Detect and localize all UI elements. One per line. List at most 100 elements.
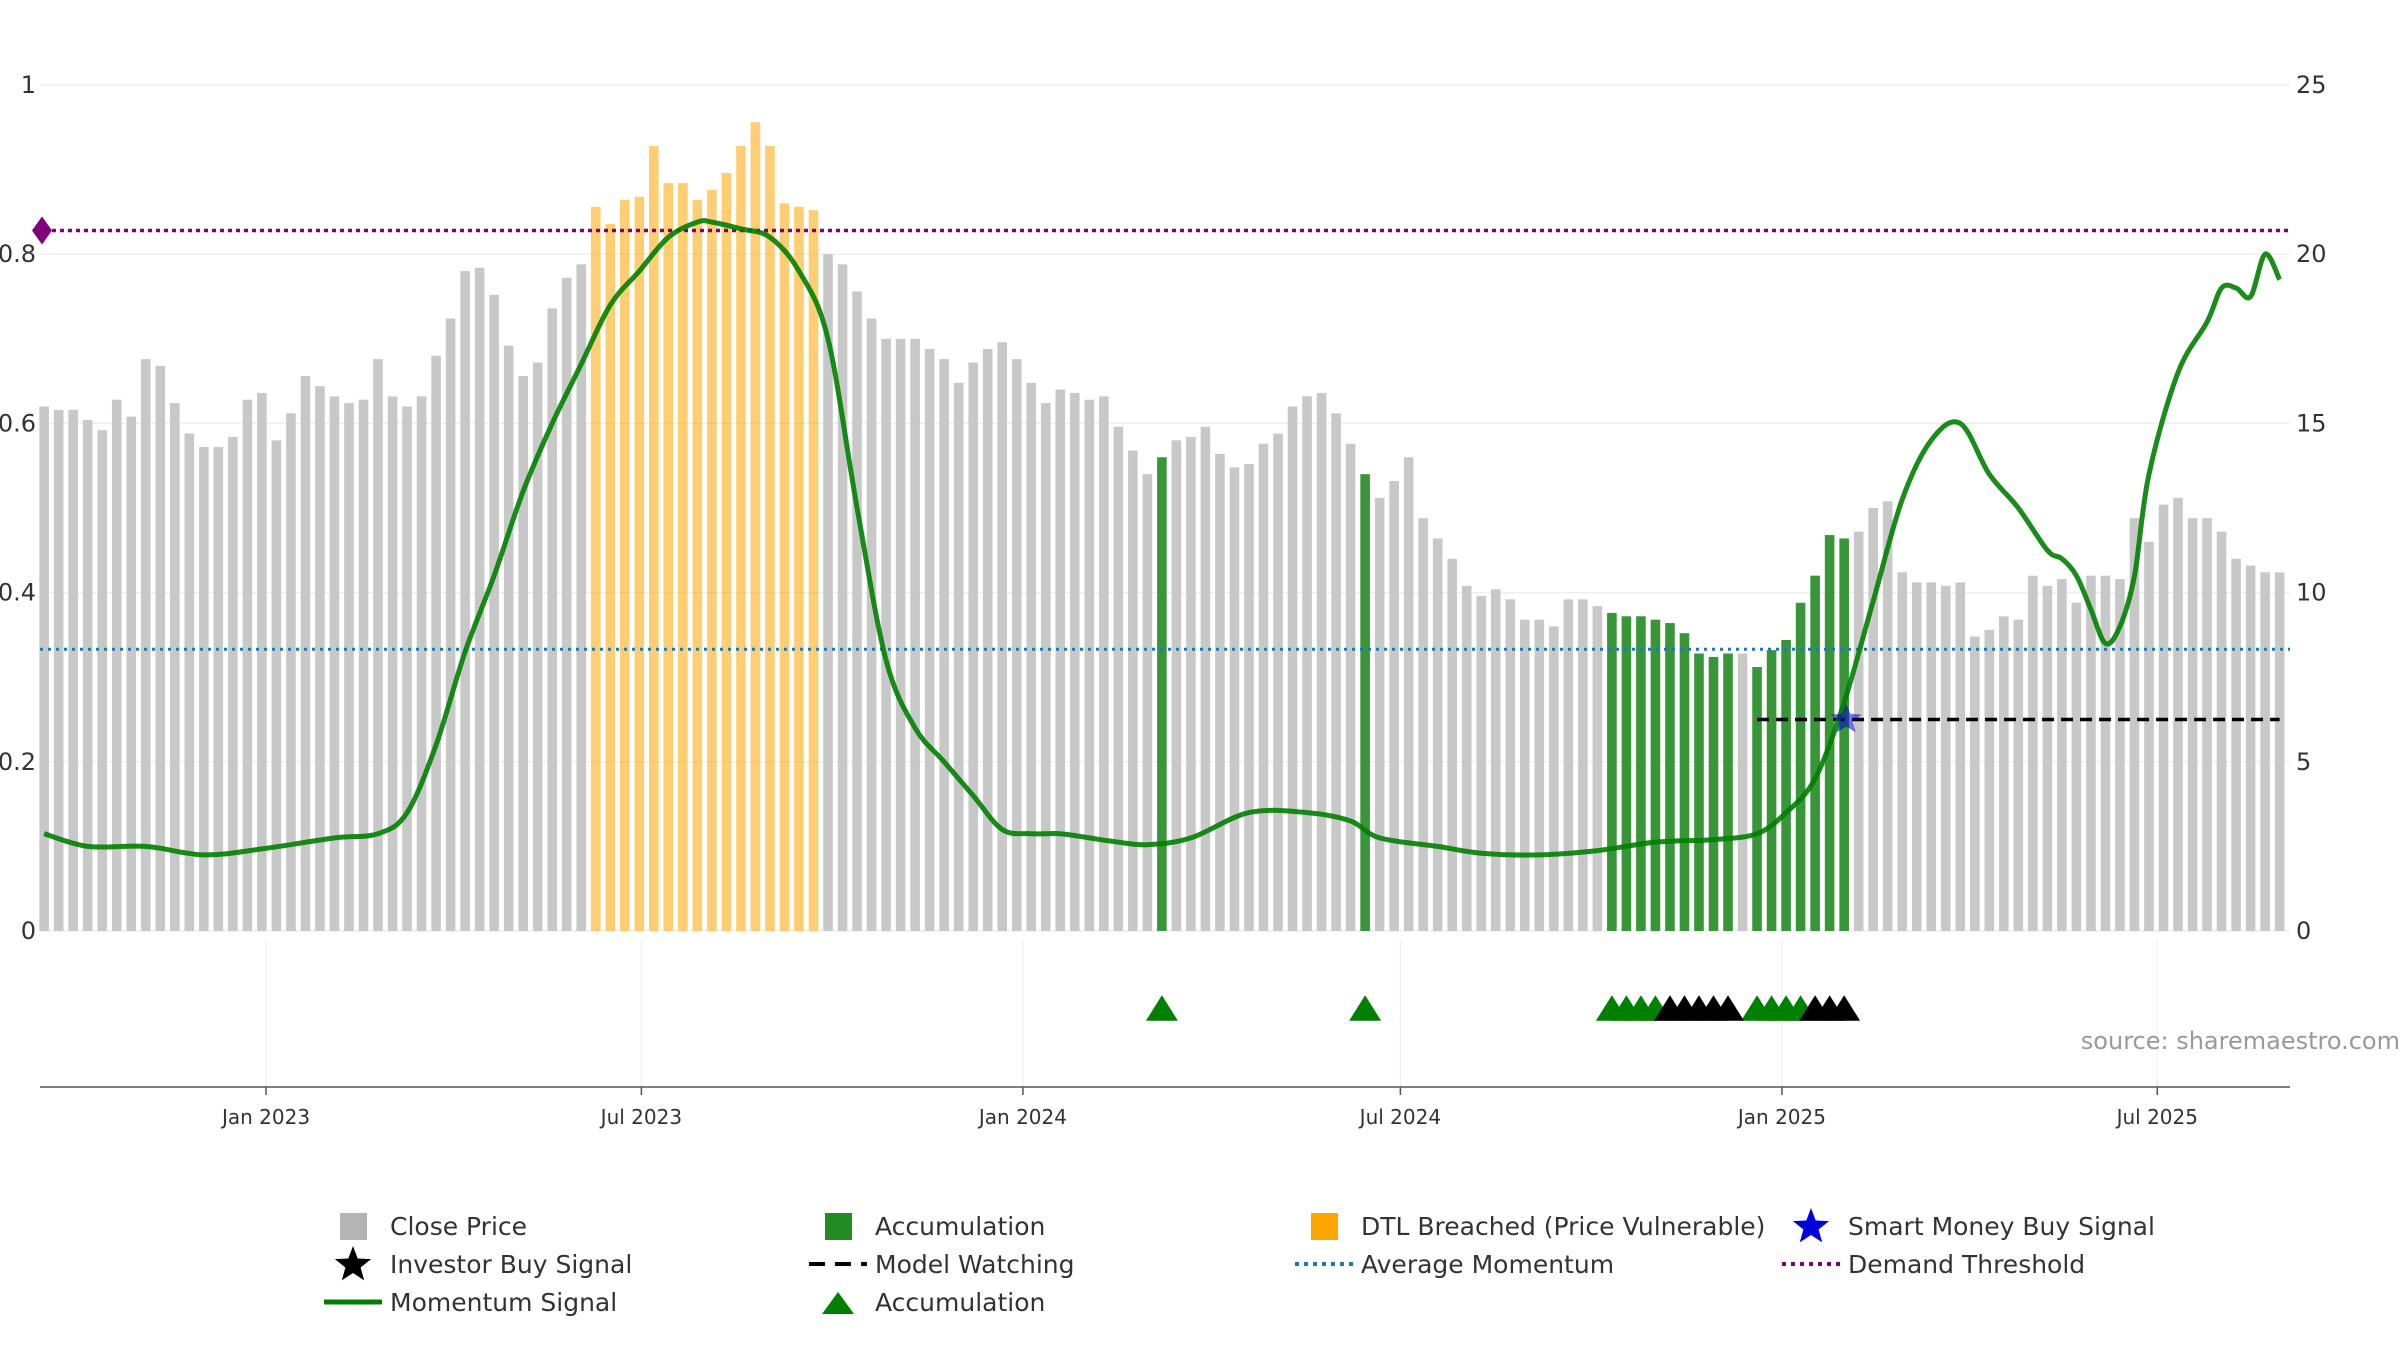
price-bar (576, 264, 587, 931)
price-bar (344, 403, 354, 931)
price-bar (68, 409, 78, 931)
accumulation-bar (1694, 653, 1704, 931)
legend-label: Momentum Signal (390, 1287, 618, 1317)
price-bar (416, 396, 427, 931)
dtl-breached-bar (678, 183, 688, 932)
price-bar (1389, 480, 1399, 931)
price-bar (1519, 619, 1530, 931)
price-bar (387, 396, 398, 931)
price-bar (1128, 450, 1138, 931)
price-bar (2202, 518, 2212, 931)
price-bar (866, 318, 877, 932)
legend-label: Close Price (390, 1211, 528, 1241)
x-tick-label: Jul 2023 (599, 1105, 682, 1129)
price-bar (1505, 599, 1516, 931)
price-bar (1316, 392, 1327, 932)
left-axis-tick-label: 0 (21, 917, 36, 945)
price-bar (2028, 575, 2038, 931)
star-legend-icon (324, 1246, 382, 1282)
price-bar (1853, 531, 1864, 931)
investor-buy-triangle (1712, 995, 1745, 1021)
accumulation-bar (1665, 623, 1675, 931)
price-bar (140, 359, 151, 931)
price-bar (1940, 585, 1951, 931)
right-axis-tick-label: 5 (2296, 748, 2311, 776)
dtl-breached-bar (750, 122, 761, 931)
legend-item: Momentum Signal (324, 1284, 617, 1320)
accumulation-bar (1679, 633, 1690, 931)
price-bar (1258, 443, 1269, 931)
price-bar (2187, 518, 2198, 931)
price-bar (53, 409, 64, 931)
price-bar (2086, 575, 2096, 931)
dtl-breached-bar (619, 200, 630, 931)
right-axis-tick-label: 25 (2296, 71, 2327, 99)
x-tick-label: Jul 2024 (1358, 1105, 1441, 1129)
price-bar (1084, 399, 1095, 931)
price-bar (1244, 464, 1254, 931)
price-bar (1011, 359, 1022, 931)
price-bar (1302, 396, 1312, 931)
price-bar (97, 430, 108, 931)
price-bar (1099, 396, 1109, 931)
price-bar (1549, 626, 1559, 931)
price-bar (1171, 440, 1182, 931)
price-bar (228, 436, 238, 931)
price-bar (547, 308, 558, 931)
price-bar (1984, 629, 1995, 931)
price-bar (1490, 589, 1501, 931)
price-bar (1447, 558, 1458, 931)
price-bar (1911, 582, 1922, 931)
price-bar (1969, 636, 1980, 931)
legend-item: Demand Threshold (1782, 1246, 2085, 1282)
demand-threshold-marker (32, 216, 52, 245)
price-bar (184, 433, 195, 931)
price-bar (489, 294, 499, 932)
legend-item: Accumulation (809, 1284, 1045, 1320)
accumulation-bar (1781, 639, 1791, 931)
accumulation-bar (1824, 535, 1835, 931)
price-bar (474, 267, 485, 932)
dtl-breached-bar (663, 183, 674, 932)
legend-item: Close Price (324, 1208, 527, 1244)
accumulation-bar (1621, 616, 1632, 931)
price-bar (373, 359, 383, 931)
x-tick-label: Jan 2023 (220, 1105, 310, 1129)
accumulation-bar (1650, 619, 1661, 931)
price-bar (329, 396, 340, 931)
star-legend-icon (1782, 1208, 1840, 1244)
price-bar (358, 399, 369, 931)
price-bar (881, 338, 891, 931)
price-bar (1374, 497, 1385, 931)
price-bar (1040, 403, 1051, 931)
triangle-legend-icon (809, 1284, 867, 1320)
smart-money-star (1831, 703, 1862, 733)
price-bar (1955, 582, 1966, 931)
price-bar (518, 376, 528, 931)
accumulation-triangle (1349, 995, 1382, 1021)
accumulation-triangle (1145, 995, 1178, 1021)
price-bar (1432, 538, 1443, 931)
legend-item: DTL Breached (Price Vulnerable) (1295, 1208, 1765, 1244)
price-bar (1737, 653, 1748, 931)
price-bar (1578, 599, 1588, 931)
legend-item: Model Watching (809, 1246, 1075, 1282)
legend-label: Investor Buy Signal (390, 1249, 633, 1279)
price-bar (2115, 579, 2125, 931)
legend-item: Accumulation (809, 1208, 1045, 1244)
dtl-breached-bar (794, 206, 804, 932)
price-bar (1999, 616, 2009, 931)
price-bar (242, 399, 253, 931)
price-bar (213, 447, 224, 931)
price-bar (431, 355, 441, 932)
price-bar (2260, 572, 2270, 931)
price-bar (2274, 572, 2285, 931)
legend-label: Accumulation (875, 1287, 1046, 1317)
price-bar (1563, 599, 1574, 931)
price-bar (286, 413, 296, 931)
legend: Close Price Accumulation DTL Breached (Pri… (0, 1208, 2400, 1338)
accumulation-bar (1636, 616, 1646, 931)
price-bar (445, 318, 456, 932)
price-bar (997, 342, 1008, 932)
